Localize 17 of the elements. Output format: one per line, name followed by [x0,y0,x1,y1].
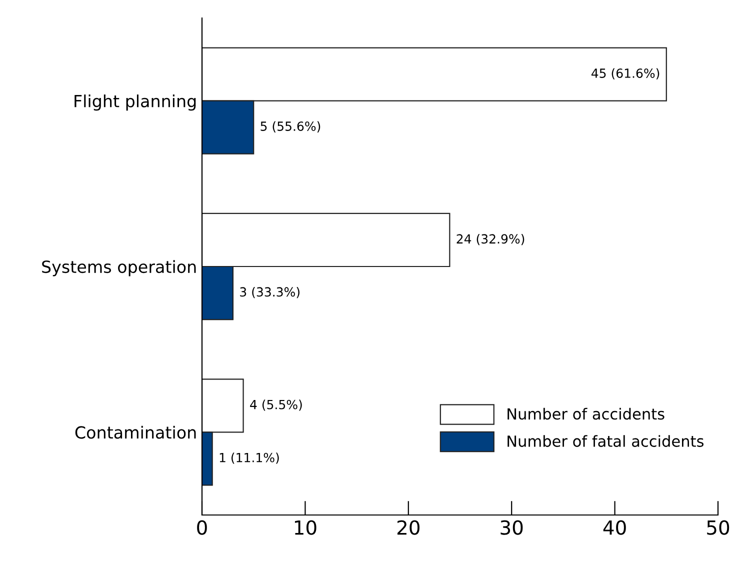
y-tick-label: Flight planning [74,94,196,111]
x-tick-label: 50 [707,520,730,535]
data-label: 3 (33.3%) [240,286,300,298]
y-tick-label: Contamination [75,426,196,439]
x-tick-label: 10 [294,520,316,535]
legend-label: Number of accidents [508,408,664,420]
x-tick-label: 0 [197,520,207,535]
data-label: 5 (55.6%) [260,121,320,132]
x-tick-label: 20 [397,520,420,535]
x-tick-label: 40 [603,520,626,535]
y-tick-label: Systems operation [42,260,196,276]
data-label: 24 (32.9%) [456,234,524,246]
data-label: 4 (5.5%) [250,400,302,411]
data-label: 1 (11.1%) [220,452,279,464]
x-tick-label: 30 [500,520,523,535]
legend-label: Number of fatal accidents [508,435,704,447]
data-label: 45 (61.6%) [591,68,660,80]
